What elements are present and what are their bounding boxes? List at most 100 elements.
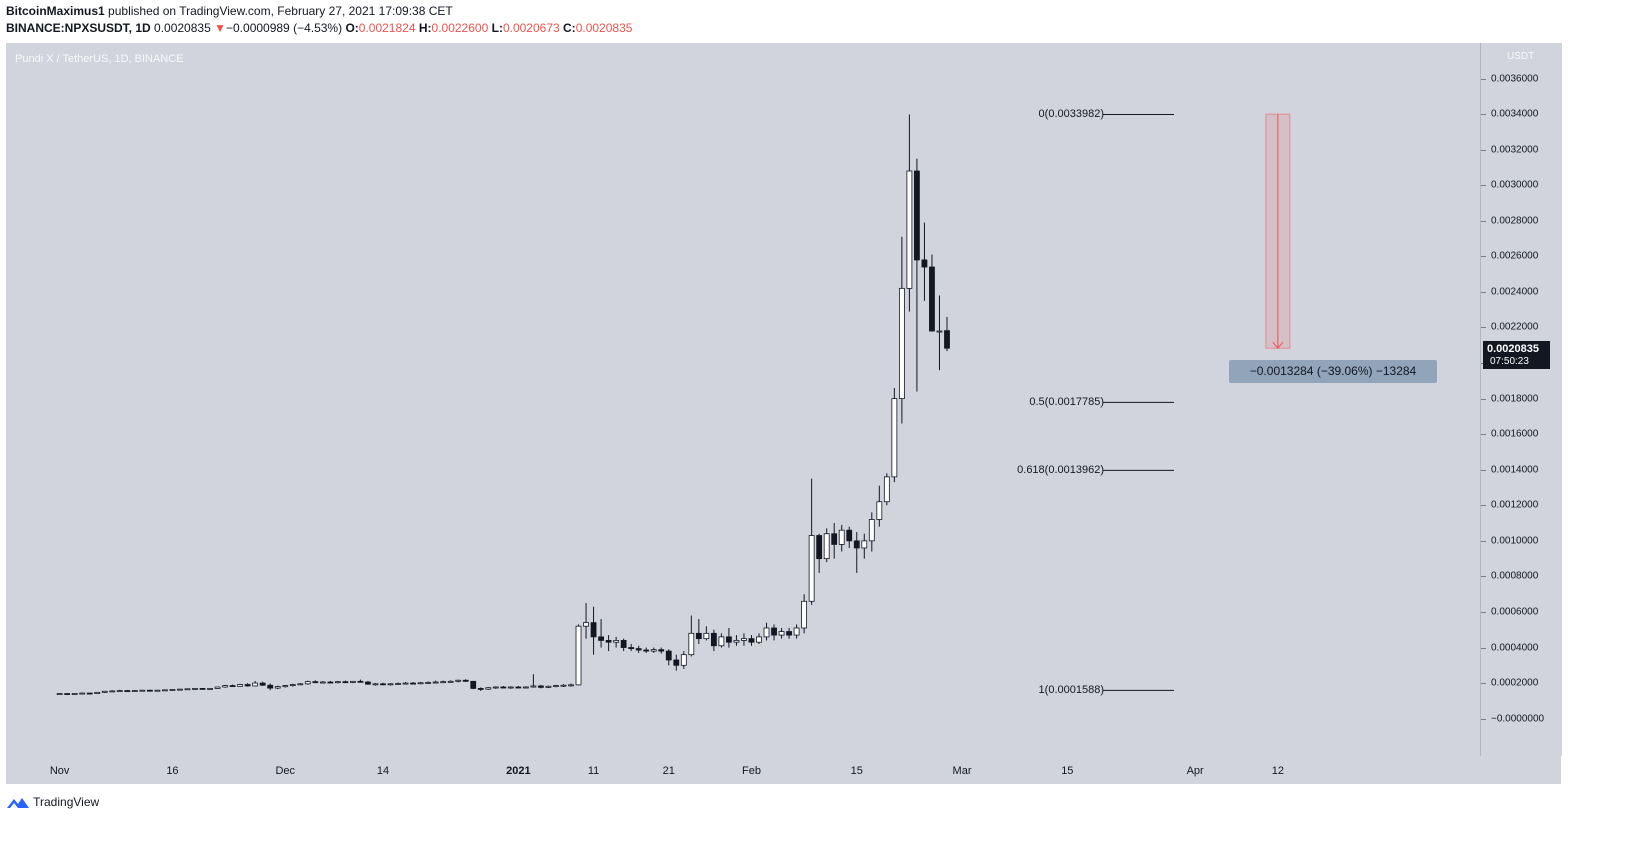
candle-body-up bbox=[139, 689, 146, 692]
candle-body-down bbox=[726, 636, 732, 643]
candle-body-up bbox=[688, 632, 695, 656]
candle-body-down bbox=[643, 649, 650, 652]
y-tick-mark bbox=[1481, 469, 1486, 471]
candle bbox=[620, 638, 627, 652]
candle-body-down bbox=[748, 638, 755, 643]
candle bbox=[944, 316, 950, 352]
candle bbox=[816, 533, 823, 573]
price-change: −0.0000989 (−4.53%) bbox=[226, 21, 343, 35]
candle-body-up bbox=[808, 535, 815, 602]
ohlc-legend: BINANCE:NPXSUSDT, 1D 0.0020835 ▼−0.00009… bbox=[6, 21, 632, 35]
candle bbox=[658, 647, 665, 654]
measure-label: −0.0013284 (−39.06%) −13284 bbox=[1229, 360, 1437, 383]
high-value: 0.0022600 bbox=[431, 21, 489, 35]
candle bbox=[643, 647, 650, 653]
y-tick-label: 0.0026000 bbox=[1491, 250, 1539, 262]
candlestick-chart[interactable] bbox=[6, 43, 1480, 756]
y-tick-mark bbox=[1481, 611, 1486, 613]
x-tick-label: 2021 bbox=[506, 765, 531, 777]
candle-body-up bbox=[372, 683, 379, 686]
candle bbox=[838, 524, 845, 552]
candle-body-down bbox=[244, 684, 251, 687]
candle bbox=[763, 622, 770, 641]
candle bbox=[786, 627, 792, 639]
brand-name: TradingView bbox=[33, 795, 100, 809]
candle bbox=[568, 683, 574, 687]
candle-body-down bbox=[831, 533, 838, 545]
y-tick-label: 0.0014000 bbox=[1491, 464, 1539, 476]
time-axis[interactable]: Nov 16 Dec 14 2021 11 21 Feb 15 Mar 15 Apr 12 bbox=[6, 756, 1561, 784]
candle bbox=[673, 654, 680, 671]
candle bbox=[808, 478, 815, 605]
candle bbox=[507, 686, 514, 689]
candle-body-down bbox=[86, 692, 93, 695]
candle-body-up bbox=[297, 683, 304, 686]
tradingview-logo[interactable]: TradingView bbox=[6, 795, 99, 811]
candle-body-up bbox=[868, 519, 875, 542]
candle bbox=[831, 523, 838, 559]
candle bbox=[124, 690, 131, 692]
candle-body-up bbox=[553, 685, 559, 687]
x-tick-label: 15 bbox=[850, 765, 863, 777]
candle-body-down bbox=[470, 680, 477, 689]
candle-body-up bbox=[530, 685, 537, 688]
last-price: 0.0020835 bbox=[154, 21, 211, 35]
candle bbox=[613, 636, 620, 648]
candle bbox=[259, 681, 266, 686]
candle-body-down bbox=[620, 640, 627, 648]
candle-body-down bbox=[380, 683, 386, 686]
candle bbox=[771, 624, 777, 641]
candle-body-up bbox=[425, 681, 432, 684]
candle bbox=[891, 387, 898, 483]
candle bbox=[357, 679, 364, 683]
candle-body-down bbox=[477, 688, 484, 690]
candle bbox=[635, 645, 642, 653]
candle-body-up bbox=[838, 529, 845, 545]
candle bbox=[297, 683, 304, 686]
candle bbox=[778, 627, 785, 639]
candle-body-up bbox=[350, 680, 356, 683]
x-tick-label: 12 bbox=[1271, 765, 1284, 777]
candle bbox=[319, 680, 326, 684]
candle bbox=[64, 693, 71, 695]
x-tick-label: 16 bbox=[166, 765, 179, 777]
candle bbox=[304, 680, 311, 685]
candle-body-up bbox=[131, 690, 138, 692]
candle-body-down bbox=[816, 535, 823, 560]
candle bbox=[929, 254, 935, 332]
candle bbox=[726, 627, 732, 648]
candle-body-up bbox=[192, 688, 198, 690]
candle-body-down bbox=[673, 659, 680, 666]
candle-body-up bbox=[891, 398, 898, 478]
candle-body-up bbox=[56, 693, 63, 695]
author-name[interactable]: BitcoinMaximus1 bbox=[6, 4, 105, 18]
y-tick-mark bbox=[1481, 434, 1486, 436]
price-axis[interactable]: USDT 0.0036000 0.0034000 0.0032000 0.003000… bbox=[1480, 43, 1562, 756]
close-label: C: bbox=[563, 21, 576, 35]
y-tick-label: 0.0004000 bbox=[1491, 642, 1539, 654]
candle-body-down bbox=[462, 679, 469, 682]
low-value: 0.0020673 bbox=[502, 21, 560, 35]
chart-plot-area[interactable]: Pundi X / TetherUS, 1D, BINANCE bbox=[6, 43, 1480, 756]
y-tick-label: 0.0016000 bbox=[1491, 428, 1539, 440]
candle bbox=[703, 626, 710, 641]
y-tick-mark bbox=[1481, 149, 1486, 151]
candle-body-up bbox=[778, 631, 785, 636]
open-label: O: bbox=[345, 21, 359, 35]
candle-body-up bbox=[545, 685, 552, 688]
candle bbox=[718, 633, 725, 648]
candle-body-up bbox=[583, 622, 589, 627]
candle-body-up bbox=[109, 690, 116, 693]
candle bbox=[665, 649, 672, 666]
down-arrow-icon: ▼ bbox=[214, 21, 226, 35]
candle bbox=[605, 635, 612, 652]
candle bbox=[56, 693, 63, 695]
candle bbox=[94, 691, 101, 694]
candle-body-down bbox=[312, 681, 319, 684]
candle bbox=[823, 528, 830, 563]
candle bbox=[86, 692, 93, 695]
y-tick-label: 0.0002000 bbox=[1491, 677, 1539, 689]
candle bbox=[410, 682, 416, 685]
y-tick-mark bbox=[1481, 185, 1486, 187]
candle bbox=[282, 684, 289, 688]
